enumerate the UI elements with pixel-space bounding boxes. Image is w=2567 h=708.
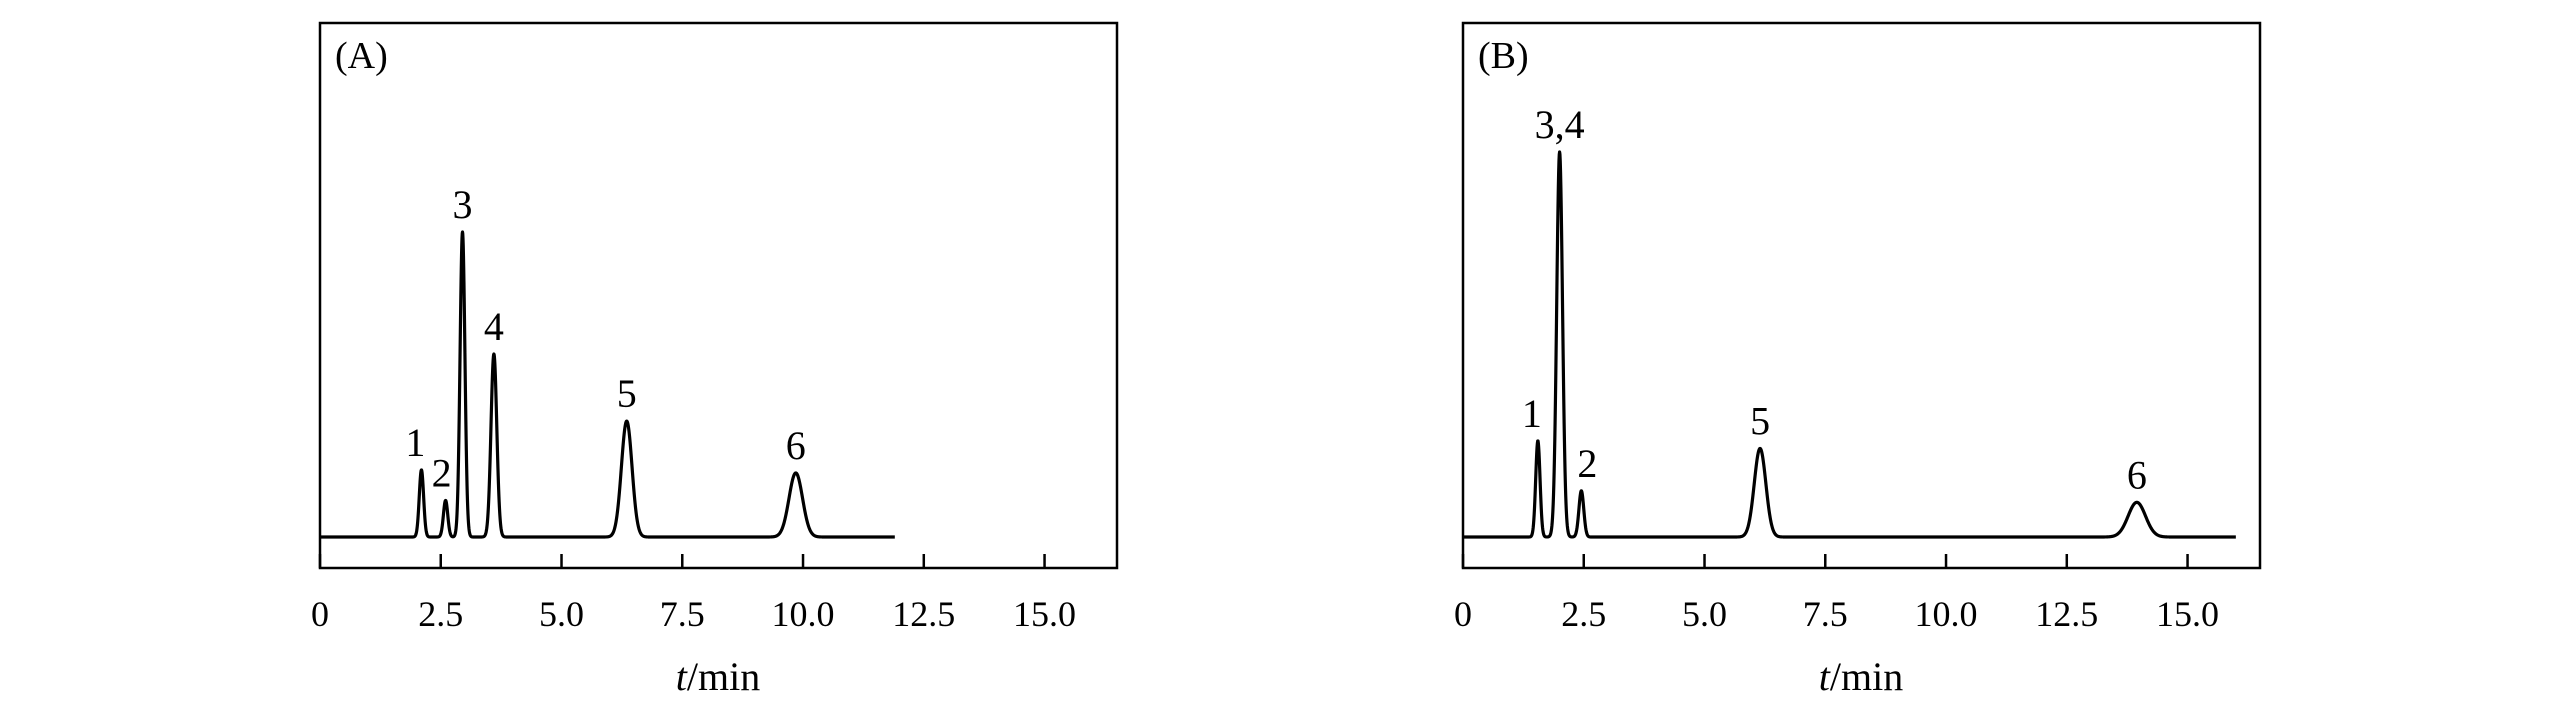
x-tick-label: 5.0 [539,594,584,634]
peak-label: 1 [1522,391,1542,436]
x-axis-label: t/min [1819,654,1903,699]
peak-label: 6 [786,423,806,468]
x-axis-label-unit: /min [1830,654,1903,699]
peak-label: 1 [405,420,425,465]
peak-labels: 12 3 4 5 6 [405,182,805,495]
x-tick-label: 12.5 [892,594,955,634]
peak-label: 5 [1750,398,1770,443]
x-tick-label: 15.0 [1013,594,1076,634]
x-tick-label: 5.0 [1682,594,1727,634]
x-axis-label: t/min [676,654,760,699]
x-tick-label: 0 [311,594,329,634]
peak-label: 2 [1577,441,1597,486]
x-tick-label: 7.5 [660,594,705,634]
peak-label: 4 [484,304,504,349]
x-axis: 0 2.5 5.0 7.5 10.0 12.5 15.0 [1454,554,2219,634]
plot-frame [318,21,1119,570]
x-tick-label: 7.5 [1803,594,1848,634]
x-axis-label-variable: t [1819,654,1831,699]
peak-label: 3 [452,182,472,227]
x-tick-label: 15.0 [2156,594,2219,634]
chart-panel-b: (B) 0 2.5 5.0 7.5 10.0 12.5 15.0 1 3,4 2 5 6 t/min [1454,21,2262,699]
chart-panel-a: (A) 0 2.5 5.0 7.5 10.0 12.5 15.0 12 3 4 5 6 t/min [311,21,1119,699]
peak-label: 2 [432,450,452,495]
x-axis: 0 2.5 5.0 7.5 10.0 12.5 15.0 [311,554,1076,634]
chromatogram-trace [318,230,897,539]
peak-label: 6 [2127,452,2147,497]
plot-frame [1461,21,2262,570]
x-axis-label-unit: /min [687,654,760,699]
x-tick-label: 10.0 [1915,594,1978,634]
x-tick-label: 12.5 [2035,594,2098,634]
chromatogram-trace [1461,150,2238,539]
peak-label: 3,4 [1535,102,1585,147]
peak-labels: 1 3,4 2 5 6 [1522,102,2147,497]
x-tick-label: 0 [1454,594,1472,634]
x-axis-label-variable: t [676,654,688,699]
panel-label: (A) [335,35,388,77]
x-tick-label: 10.0 [772,594,835,634]
panel-label: (B) [1478,35,1529,77]
x-tick-label: 2.5 [418,594,463,634]
x-tick-label: 2.5 [1561,594,1606,634]
peak-label: 5 [617,371,637,416]
